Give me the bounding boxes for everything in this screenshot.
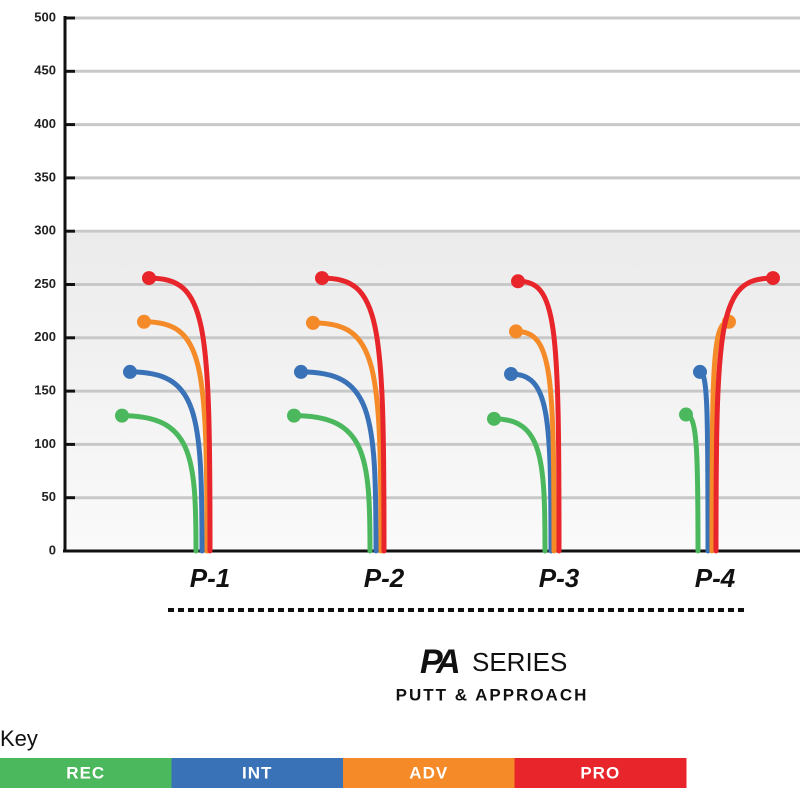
legend-label: REC xyxy=(66,763,105,782)
flight-end xyxy=(315,271,329,286)
y-tick-label: 450 xyxy=(34,63,56,78)
series-logo: PA xyxy=(420,643,459,681)
flight-end xyxy=(294,364,308,379)
flight-end xyxy=(679,407,693,422)
legend-swatch xyxy=(514,758,687,788)
flight-path xyxy=(319,275,387,554)
flight-end xyxy=(115,408,129,423)
flight-end xyxy=(142,271,156,286)
legend-swatch xyxy=(343,758,515,788)
flight-end xyxy=(487,411,501,426)
flight-path xyxy=(310,320,384,554)
legend-swatch xyxy=(171,758,344,788)
flight-end xyxy=(766,271,780,286)
x-tick-label: P-4 xyxy=(695,563,736,593)
flight-path xyxy=(127,369,205,554)
flight-end xyxy=(137,314,151,329)
chart-title: SERIES xyxy=(472,647,567,677)
y-tick-label: 350 xyxy=(34,169,56,184)
flight-path xyxy=(491,416,548,554)
legend-label: PRO xyxy=(580,763,620,782)
flight-path xyxy=(515,278,562,554)
x-tick-label: P-3 xyxy=(539,563,580,593)
flight-path xyxy=(119,413,199,554)
x-tick-label: P-1 xyxy=(190,563,230,593)
legend-title: Key xyxy=(0,726,38,751)
flight-end xyxy=(509,324,523,339)
flight-path xyxy=(508,371,554,554)
y-tick-label: 200 xyxy=(34,329,56,344)
y-tick-label: 50 xyxy=(42,489,56,504)
chart-subtitle: PUTT & APPROACH xyxy=(396,685,589,704)
flight-path xyxy=(141,319,210,554)
legend-label: ADV xyxy=(409,763,448,782)
y-tick-label: 0 xyxy=(49,542,56,557)
flight-end xyxy=(123,364,137,379)
flight-path xyxy=(291,413,373,554)
y-tick-label: 400 xyxy=(34,116,56,131)
flight-path xyxy=(298,369,379,554)
flight-end xyxy=(693,364,707,379)
flight-path xyxy=(513,328,557,554)
y-tick-label: 500 xyxy=(34,9,56,24)
flight-end xyxy=(287,408,301,423)
flight-end xyxy=(511,274,525,289)
legend-swatch xyxy=(0,758,172,788)
x-tick-label: P-2 xyxy=(364,563,405,593)
flight-end xyxy=(306,315,320,330)
y-tick-label: 100 xyxy=(34,436,56,451)
legend-label: INT xyxy=(242,763,272,782)
y-tick-label: 150 xyxy=(34,383,56,398)
flight-end xyxy=(504,367,518,382)
flight-path xyxy=(146,275,213,554)
flight-path xyxy=(713,275,776,554)
y-tick-label: 250 xyxy=(34,276,56,291)
y-tick-label: 300 xyxy=(34,223,56,238)
